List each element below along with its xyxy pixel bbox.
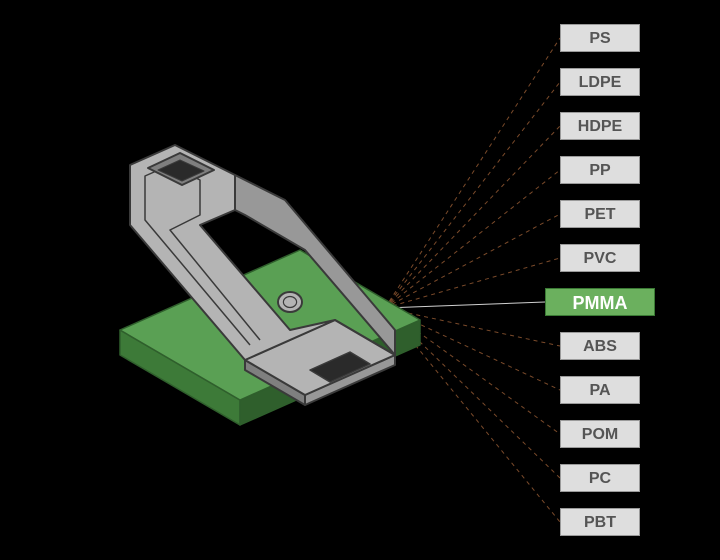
material-chip-hdpe: HDPE (560, 112, 640, 140)
material-chip-abs: ABS (560, 332, 640, 360)
material-chip-ps: PS (560, 24, 640, 52)
material-chip-pmma: PMMA (545, 288, 655, 316)
material-labels: PS LDPE HDPE PP PET PVC PMMA ABS PA POM PC PBT (0, 0, 720, 560)
material-chip-pvc: PVC (560, 244, 640, 272)
material-chip-pp: PP (560, 156, 640, 184)
material-chip-pbt: PBT (560, 508, 640, 536)
material-chip-ldpe: LDPE (560, 68, 640, 96)
material-chip-pc: PC (560, 464, 640, 492)
material-chip-pa: PA (560, 376, 640, 404)
material-chip-pom: POM (560, 420, 640, 448)
diagram-root: PS LDPE HDPE PP PET PVC PMMA ABS PA POM PC PBT (0, 0, 720, 560)
material-chip-pet: PET (560, 200, 640, 228)
